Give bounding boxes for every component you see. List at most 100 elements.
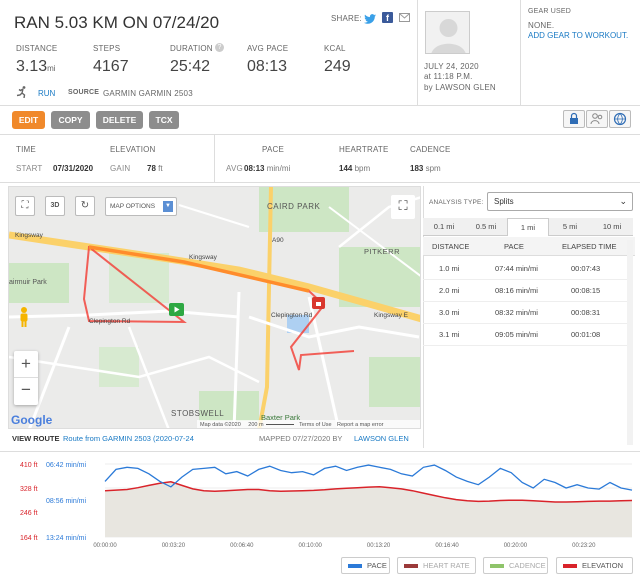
- stat-value: 249: [324, 58, 351, 76]
- avatar[interactable]: [425, 11, 470, 54]
- chevron-down-icon: ▼: [163, 201, 173, 212]
- road-clepington: Clepington Rd: [89, 318, 131, 325]
- legend-cadence[interactable]: CADENCE: [483, 557, 548, 574]
- header-elapsed: ELAPSED TIME: [562, 242, 617, 251]
- stat-value: 25:42: [170, 58, 210, 76]
- stat-number: 249: [324, 58, 351, 75]
- split-cell: 1.0 mi: [439, 264, 460, 273]
- x-tick: 00:06:40: [230, 543, 254, 549]
- split-row: 3.1 mi 09:05 min/mi 00:01:08: [423, 324, 627, 346]
- stat-number: 3.13: [16, 58, 48, 75]
- divider: [214, 134, 215, 182]
- stat-value: 3.13mi: [16, 58, 56, 76]
- expand-map-icon[interactable]: ⛶: [391, 195, 415, 219]
- x-tick: 00:10:00: [299, 543, 323, 549]
- 3d-view-button[interactable]: 3D: [45, 196, 65, 216]
- globe-icon[interactable]: [609, 110, 631, 128]
- route-link[interactable]: Route from GARMIN 2503 (2020-07-24: [63, 434, 194, 443]
- legend-heartrate-label: HEART RATE: [423, 561, 470, 570]
- x-tick: 00:20:00: [504, 543, 528, 549]
- time-label: TIME: [16, 145, 36, 154]
- road-a90: A90: [272, 237, 284, 244]
- start-marker[interactable]: [169, 303, 184, 316]
- analysis-type-select[interactable]: Splits ⌄: [487, 192, 633, 211]
- split-tab[interactable]: 0.1 mi: [423, 218, 465, 236]
- pace-elevation-chart[interactable]: 410 ft 328 ft 246 ft 164 ft 06:42 min/mi 08:5…: [0, 454, 640, 564]
- header-distance: DISTANCE: [432, 242, 470, 251]
- pegman-icon[interactable]: [18, 306, 30, 328]
- workout-header: [0, 0, 418, 106]
- split-tab[interactable]: 1 mi: [507, 218, 549, 236]
- terms-link[interactable]: Terms of Use: [299, 422, 332, 428]
- road-kingsway-3: Kingsway E: [374, 312, 408, 319]
- legend-pace[interactable]: PACE: [341, 557, 390, 574]
- stat-label: KCAL: [324, 44, 346, 53]
- refresh-icon[interactable]: ↻: [75, 196, 95, 216]
- stat-value: 08:13: [247, 58, 287, 76]
- help-icon[interactable]: ?: [215, 43, 224, 52]
- route-info: VIEW ROUTE Route from GARMIN 2503 (2020-…: [0, 430, 422, 448]
- divider: [0, 451, 640, 452]
- x-tick: 00:23:20: [572, 543, 596, 549]
- activity-type-link[interactable]: RUN: [38, 89, 56, 98]
- analysis-type-label: ANALYSIS TYPE:: [429, 199, 484, 206]
- edit-button[interactable]: EDIT: [12, 111, 45, 129]
- legend-heartrate[interactable]: HEART RATE: [397, 557, 476, 574]
- map-label-stobswell: STOBSWELL: [171, 409, 225, 418]
- facebook-icon[interactable]: f: [382, 12, 393, 23]
- email-icon[interactable]: [399, 13, 410, 22]
- finish-marker[interactable]: [312, 297, 325, 309]
- pace-tick: 13:24 min/mi: [46, 535, 87, 542]
- report-error-link[interactable]: Report a map error: [337, 422, 384, 428]
- add-gear-link[interactable]: ADD GEAR TO WORKOUT.: [528, 31, 629, 40]
- zoom-out-button[interactable]: −: [21, 380, 31, 399]
- tcx-button[interactable]: TCX: [149, 111, 179, 129]
- gear-value: NONE.: [528, 21, 555, 30]
- split-tab[interactable]: 0.5 mi: [465, 218, 507, 236]
- start-label: START: [16, 164, 43, 173]
- avg-pace-value: 08:13 min/mi: [244, 164, 291, 173]
- split-row: 3.0 mi 08:32 min/mi 00:08:31: [423, 302, 627, 324]
- split-cell: 08:32 min/mi: [495, 308, 538, 317]
- split-cell: 00:08:15: [571, 286, 601, 295]
- delete-button[interactable]: DELETE: [96, 111, 143, 129]
- lock-icon[interactable]: [563, 110, 585, 128]
- elevation-tick: 164 ft: [20, 535, 38, 542]
- split-cell: 2.0 mi: [439, 286, 460, 295]
- zoom-in-button[interactable]: +: [14, 351, 38, 378]
- stat-label: STEPS: [93, 44, 121, 53]
- map-label-caird: CAIRD PARK: [267, 202, 321, 211]
- split-cell: 09:05 min/mi: [495, 330, 538, 339]
- map-options-button[interactable]: MAP OPTIONS ▼: [105, 197, 177, 216]
- map-options-label: MAP OPTIONS: [110, 203, 156, 210]
- map-data-credit: Map data ©2020: [200, 422, 241, 428]
- split-tab[interactable]: 10 mi: [591, 218, 633, 236]
- source-label: SOURCE: [68, 89, 100, 96]
- workout-time: at 11:18 P.M.: [424, 72, 473, 81]
- route-map[interactable]: CAIRD PARK PITKERR airmuir Park STOBSWEL…: [8, 186, 421, 429]
- split-row: 1.0 mi 07:44 min/mi 00:07:43: [423, 258, 627, 280]
- analysis-type-value: Splits: [494, 197, 514, 206]
- split-cell: 3.0 mi: [439, 308, 460, 317]
- fullscreen-icon[interactable]: ⛶: [15, 196, 35, 216]
- elevation-area: [105, 481, 632, 537]
- mapped-by-link[interactable]: LAWSON GLEN: [354, 434, 409, 443]
- twitter-icon[interactable]: [364, 12, 376, 24]
- stat-unit: mi: [47, 64, 56, 73]
- split-cell: 07:44 min/mi: [495, 264, 538, 273]
- map-label-pitkerro: PITKERR: [364, 247, 401, 256]
- copy-button[interactable]: COPY: [51, 111, 90, 129]
- split-row: 2.0 mi 08:16 min/mi 00:08:15: [423, 280, 627, 302]
- split-cell: 3.1 mi: [439, 330, 460, 339]
- scrollbar[interactable]: [627, 240, 633, 445]
- friends-icon[interactable]: [586, 110, 608, 128]
- split-cell: 08:16 min/mi: [495, 286, 538, 295]
- pace-tick: 08:56 min/mi: [46, 498, 87, 505]
- elevation-tick: 246 ft: [20, 510, 38, 517]
- share-label: SHARE:: [331, 14, 362, 23]
- legend-elevation[interactable]: ELEVATION: [556, 557, 633, 574]
- start-value: 07/31/2020: [53, 164, 94, 173]
- elevation-tick: 328 ft: [20, 486, 38, 493]
- split-tab[interactable]: 5 mi: [549, 218, 591, 236]
- divider: [0, 134, 640, 135]
